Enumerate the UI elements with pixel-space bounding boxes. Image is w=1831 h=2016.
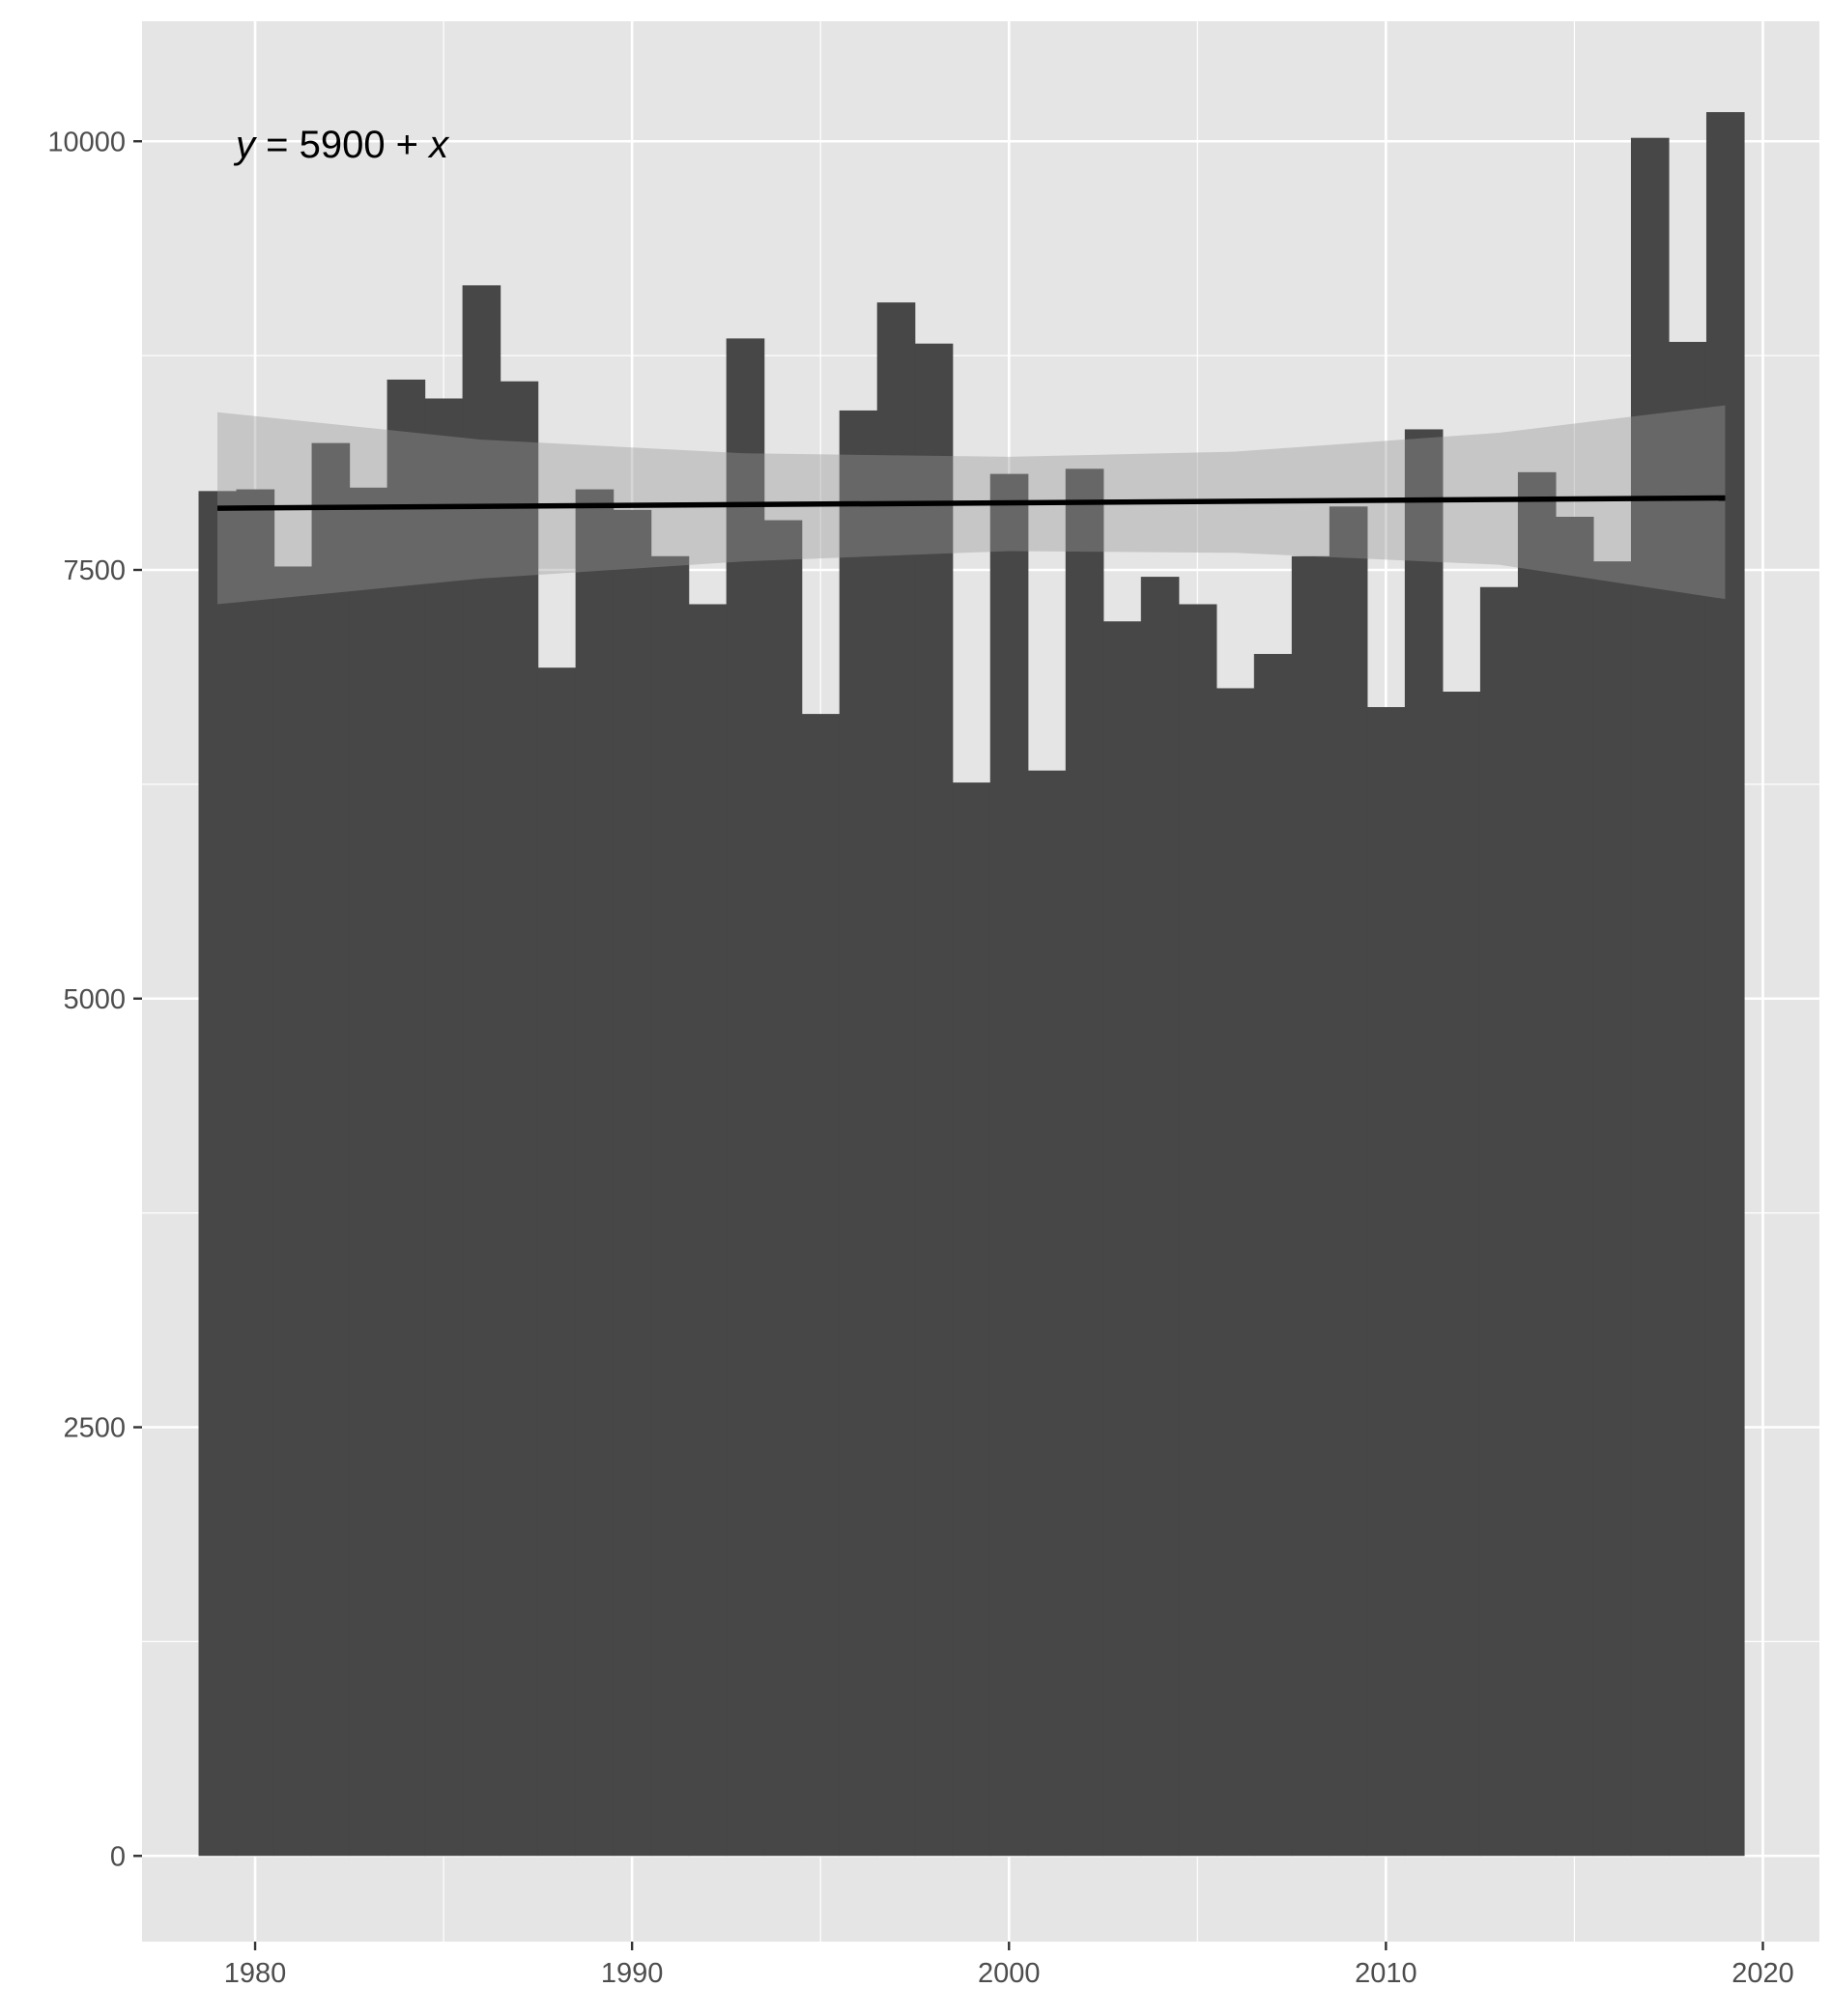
equation-middle: = 5900 + [255,124,429,166]
bar-1998 [914,343,954,1857]
bar-2000 [989,473,1029,1857]
trend-equation: y = 5900 + x [233,124,450,166]
bar-1999 [952,782,991,1857]
x-tick-label: 2000 [978,1958,1041,1989]
bar-2003 [1102,621,1142,1857]
bar-2004 [1140,577,1180,1857]
bar-2017 [1630,137,1670,1857]
bar-1982 [311,442,351,1857]
x-tick-label: 2020 [1731,1958,1794,1989]
bar-1993 [726,338,765,1857]
bar-2001 [1027,770,1067,1857]
bar-2013 [1479,586,1519,1857]
y-tick-label: 5000 [63,984,126,1015]
bar-1997 [876,302,916,1857]
bar-2007 [1253,653,1293,1857]
axes: 0 2500 5000 7500 10000 1980 1990 2000 2010 2020 [47,127,1793,1989]
bar-1983 [349,487,388,1857]
trend-line [217,495,1726,511]
bar-1985 [424,398,464,1857]
bar-2010 [1366,707,1406,1857]
bar-1994 [763,520,803,1857]
trend-layer [217,405,1726,605]
bar-1992 [688,604,728,1857]
bar-1981 [273,566,313,1857]
bar-2005 [1178,604,1217,1857]
y-tick-label: 7500 [63,555,126,586]
bar-1986 [462,285,501,1857]
bar-2015 [1555,516,1594,1857]
bar-2012 [1442,692,1481,1857]
bar-1989 [575,489,615,1857]
bar-2008 [1291,555,1330,1857]
y-tick-label: 0 [110,1841,126,1872]
bar-1988 [537,667,577,1857]
bar-2019 [1705,112,1745,1857]
bar-1979 [198,491,238,1857]
bar-1996 [839,410,878,1857]
bar-1995 [801,714,841,1857]
bar-2014 [1517,471,1557,1857]
bar-1991 [650,555,690,1857]
bars [198,112,1745,1857]
equation-y: y [233,124,258,166]
bar-1990 [613,509,652,1857]
x-tick-label: 1980 [224,1958,287,1989]
bar-1980 [236,489,275,1857]
bar-2018 [1668,341,1707,1857]
bar-2002 [1065,469,1104,1857]
bar-2006 [1216,688,1255,1857]
y-tick-label: 2500 [63,1413,126,1444]
y-tick-label: 10000 [47,127,126,157]
x-tick-label: 1990 [601,1958,664,1989]
equation-x: x [427,124,450,166]
bar-1984 [386,379,426,1857]
bar-1987 [500,381,539,1857]
x-tick-label: 2010 [1355,1958,1417,1989]
bar-2011 [1404,429,1444,1857]
bar-2016 [1592,561,1632,1857]
bar-2009 [1329,506,1368,1857]
